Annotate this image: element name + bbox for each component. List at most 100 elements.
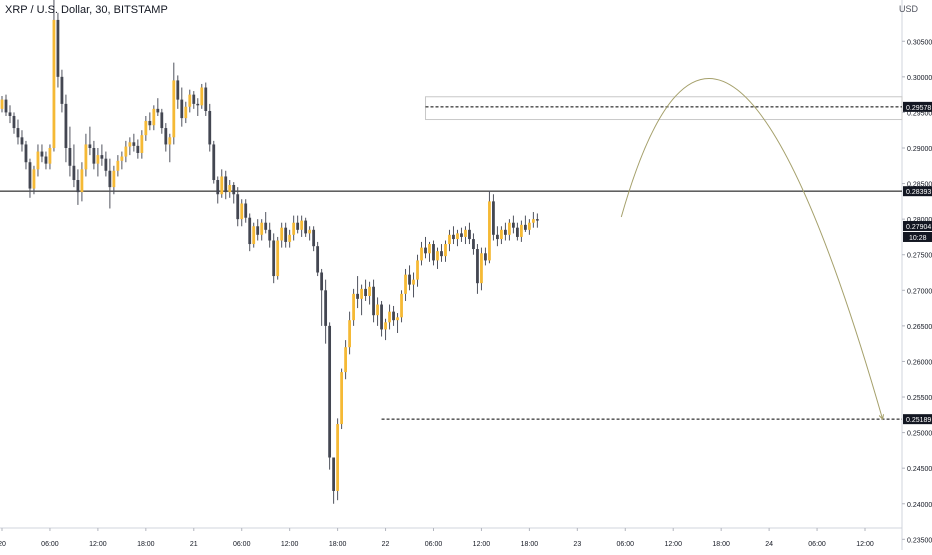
candle	[336, 418, 340, 501]
candle-body	[428, 244, 431, 254]
candle	[92, 140, 96, 170]
candle	[460, 227, 463, 242]
candle	[140, 130, 144, 159]
candle	[456, 229, 459, 247]
candle	[200, 83, 204, 109]
candle	[136, 139, 140, 159]
candle-body	[424, 247, 427, 254]
x-tick-label: 20	[0, 541, 6, 548]
candle-body	[124, 146, 128, 157]
candle-body	[52, 19, 56, 148]
candle	[36, 144, 40, 177]
candle	[412, 272, 415, 298]
candle	[244, 199, 248, 223]
candle	[404, 268, 407, 301]
x-tick-label: 06:00	[808, 541, 826, 548]
candle	[324, 279, 328, 344]
candle	[28, 158, 32, 198]
price-level-label-bg	[903, 414, 932, 425]
candle-body	[348, 320, 351, 348]
candle	[232, 182, 236, 204]
candle	[496, 226, 499, 247]
candle-body	[416, 260, 419, 280]
candle	[384, 318, 387, 341]
candle-body	[527, 222, 531, 230]
price-level-label: 0.29578	[906, 105, 931, 112]
x-tick-label: 06:00	[617, 541, 635, 548]
candle-body	[444, 244, 447, 257]
candle-body	[268, 229, 272, 241]
candle	[216, 176, 220, 204]
candle-body	[88, 144, 92, 148]
candle-body	[116, 160, 120, 171]
candle-body	[184, 106, 188, 119]
symbol-title[interactable]: XRP / U.S. Dollar, 30, BITSTAMP	[5, 4, 168, 16]
countdown-label-bg	[903, 231, 932, 242]
candle-body	[312, 229, 316, 247]
candle	[320, 268, 324, 326]
y-tick-label: 0.26000	[907, 359, 932, 366]
candle-body	[180, 99, 184, 119]
candle-body	[535, 219, 539, 221]
candle	[360, 284, 363, 316]
candle-body	[120, 156, 124, 161]
y-tick-label: 0.23500	[907, 537, 932, 544]
candle-body	[48, 147, 52, 164]
candle-body	[512, 222, 515, 228]
candle-body	[80, 169, 84, 193]
candle-body	[24, 144, 28, 163]
candle-body	[352, 293, 355, 321]
candle	[12, 112, 16, 134]
y-tick-label: 0.25000	[907, 431, 932, 438]
candle-body	[380, 304, 383, 330]
x-tick-label: 06:00	[425, 541, 443, 548]
x-tick-label: 18:00	[521, 541, 539, 548]
candle-body	[523, 224, 527, 230]
candle-body	[480, 253, 483, 284]
candle-body	[60, 76, 64, 104]
candle-body	[156, 108, 160, 113]
candle-body	[364, 288, 367, 296]
candle-body	[468, 229, 471, 240]
candle	[152, 105, 156, 131]
candle-body	[104, 158, 108, 171]
candle-body	[28, 162, 32, 189]
candle-body	[40, 151, 44, 157]
y-tick-label: 0.24000	[907, 502, 932, 509]
candle	[484, 247, 487, 266]
candle	[96, 147, 100, 177]
candle	[424, 236, 427, 259]
candle	[4, 94, 8, 116]
candle-body	[16, 128, 20, 138]
candle	[531, 212, 535, 228]
candle	[272, 233, 276, 284]
candle-body	[192, 94, 196, 104]
resistance-zone	[425, 96, 903, 121]
x-tick-label: 18:00	[137, 541, 155, 548]
candle	[236, 187, 240, 227]
candle	[304, 217, 308, 237]
candle-body	[64, 103, 68, 148]
candle	[188, 89, 192, 113]
candle	[56, 12, 60, 88]
x-tick-label: 12:00	[856, 541, 874, 548]
candle	[492, 194, 495, 241]
y-tick-label: 0.27000	[907, 288, 932, 295]
candle-body	[384, 322, 387, 330]
candle	[60, 69, 64, 113]
candle-body	[412, 279, 415, 285]
candle	[488, 190, 491, 264]
candle-body	[252, 226, 256, 245]
candle	[268, 222, 272, 248]
y-tick-label: 0.29500	[907, 110, 932, 117]
candle	[0, 96, 4, 113]
candle-body	[340, 372, 344, 425]
candle	[292, 215, 296, 241]
candle-body	[220, 176, 224, 195]
candle	[192, 91, 196, 109]
candle-body	[204, 87, 208, 111]
candle-body	[496, 234, 499, 240]
candle-body	[488, 201, 491, 261]
